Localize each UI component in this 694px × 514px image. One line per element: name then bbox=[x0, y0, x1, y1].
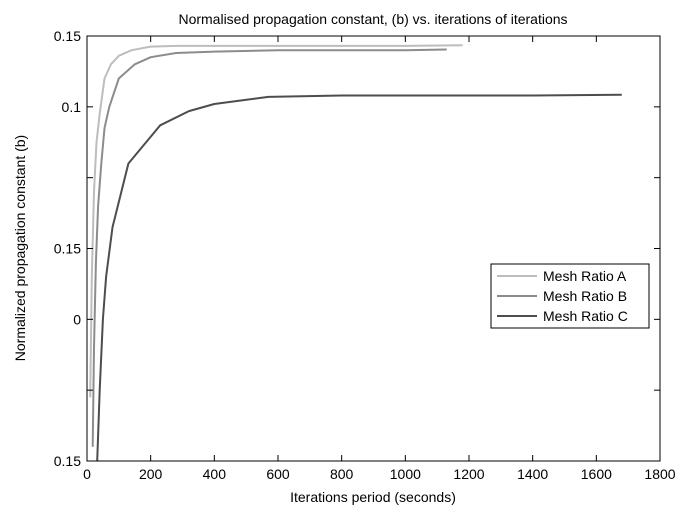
x-tick-label: 1000 bbox=[390, 466, 421, 482]
plot-frame bbox=[86, 35, 661, 462]
x-tick-label: 400 bbox=[203, 466, 227, 482]
y-tick-label: 0 bbox=[73, 311, 81, 327]
x-tick-label: 200 bbox=[139, 466, 163, 482]
y-tick-label: 0.15 bbox=[54, 28, 81, 44]
y-tick-label: 0.15 bbox=[54, 241, 81, 257]
x-tick-label: 600 bbox=[266, 466, 290, 482]
x-tick-label: 800 bbox=[330, 466, 354, 482]
y-tick-label: 0.15 bbox=[54, 453, 81, 469]
x-tick-label: 1400 bbox=[517, 466, 548, 482]
legend-label: Mesh Ratio C bbox=[543, 308, 628, 324]
x-axis-label: Iterations period (seconds) bbox=[290, 489, 456, 505]
y-axis-label: Normalized propagation constant (b) bbox=[12, 135, 28, 361]
chart-title: Normalised propagation constant, (b) vs.… bbox=[178, 11, 567, 27]
y-tick-label: 0.1 bbox=[62, 99, 82, 115]
x-tick-label: 1200 bbox=[453, 466, 484, 482]
legend-label: Mesh Ratio B bbox=[543, 288, 627, 304]
x-tick-label: 0 bbox=[83, 466, 91, 482]
series-line-mesh-ratio-b bbox=[91, 48, 447, 447]
x-axis: 0 200 400 600 800 1000 1200 1400 1600 1800 bbox=[83, 36, 676, 482]
legend: Mesh Ratio A Mesh Ratio B Mesh Ratio C bbox=[490, 263, 650, 329]
x-tick-label: 1800 bbox=[644, 466, 675, 482]
series-line-mesh-ratio-a bbox=[89, 44, 463, 398]
legend-label: Mesh Ratio A bbox=[543, 268, 627, 284]
x-tick-label: 1600 bbox=[581, 466, 612, 482]
y-axis: 0.15 0 0.15 0.1 0.15 bbox=[54, 28, 660, 469]
series-line-mesh-ratio-c bbox=[96, 93, 622, 462]
plot-series bbox=[89, 44, 622, 462]
